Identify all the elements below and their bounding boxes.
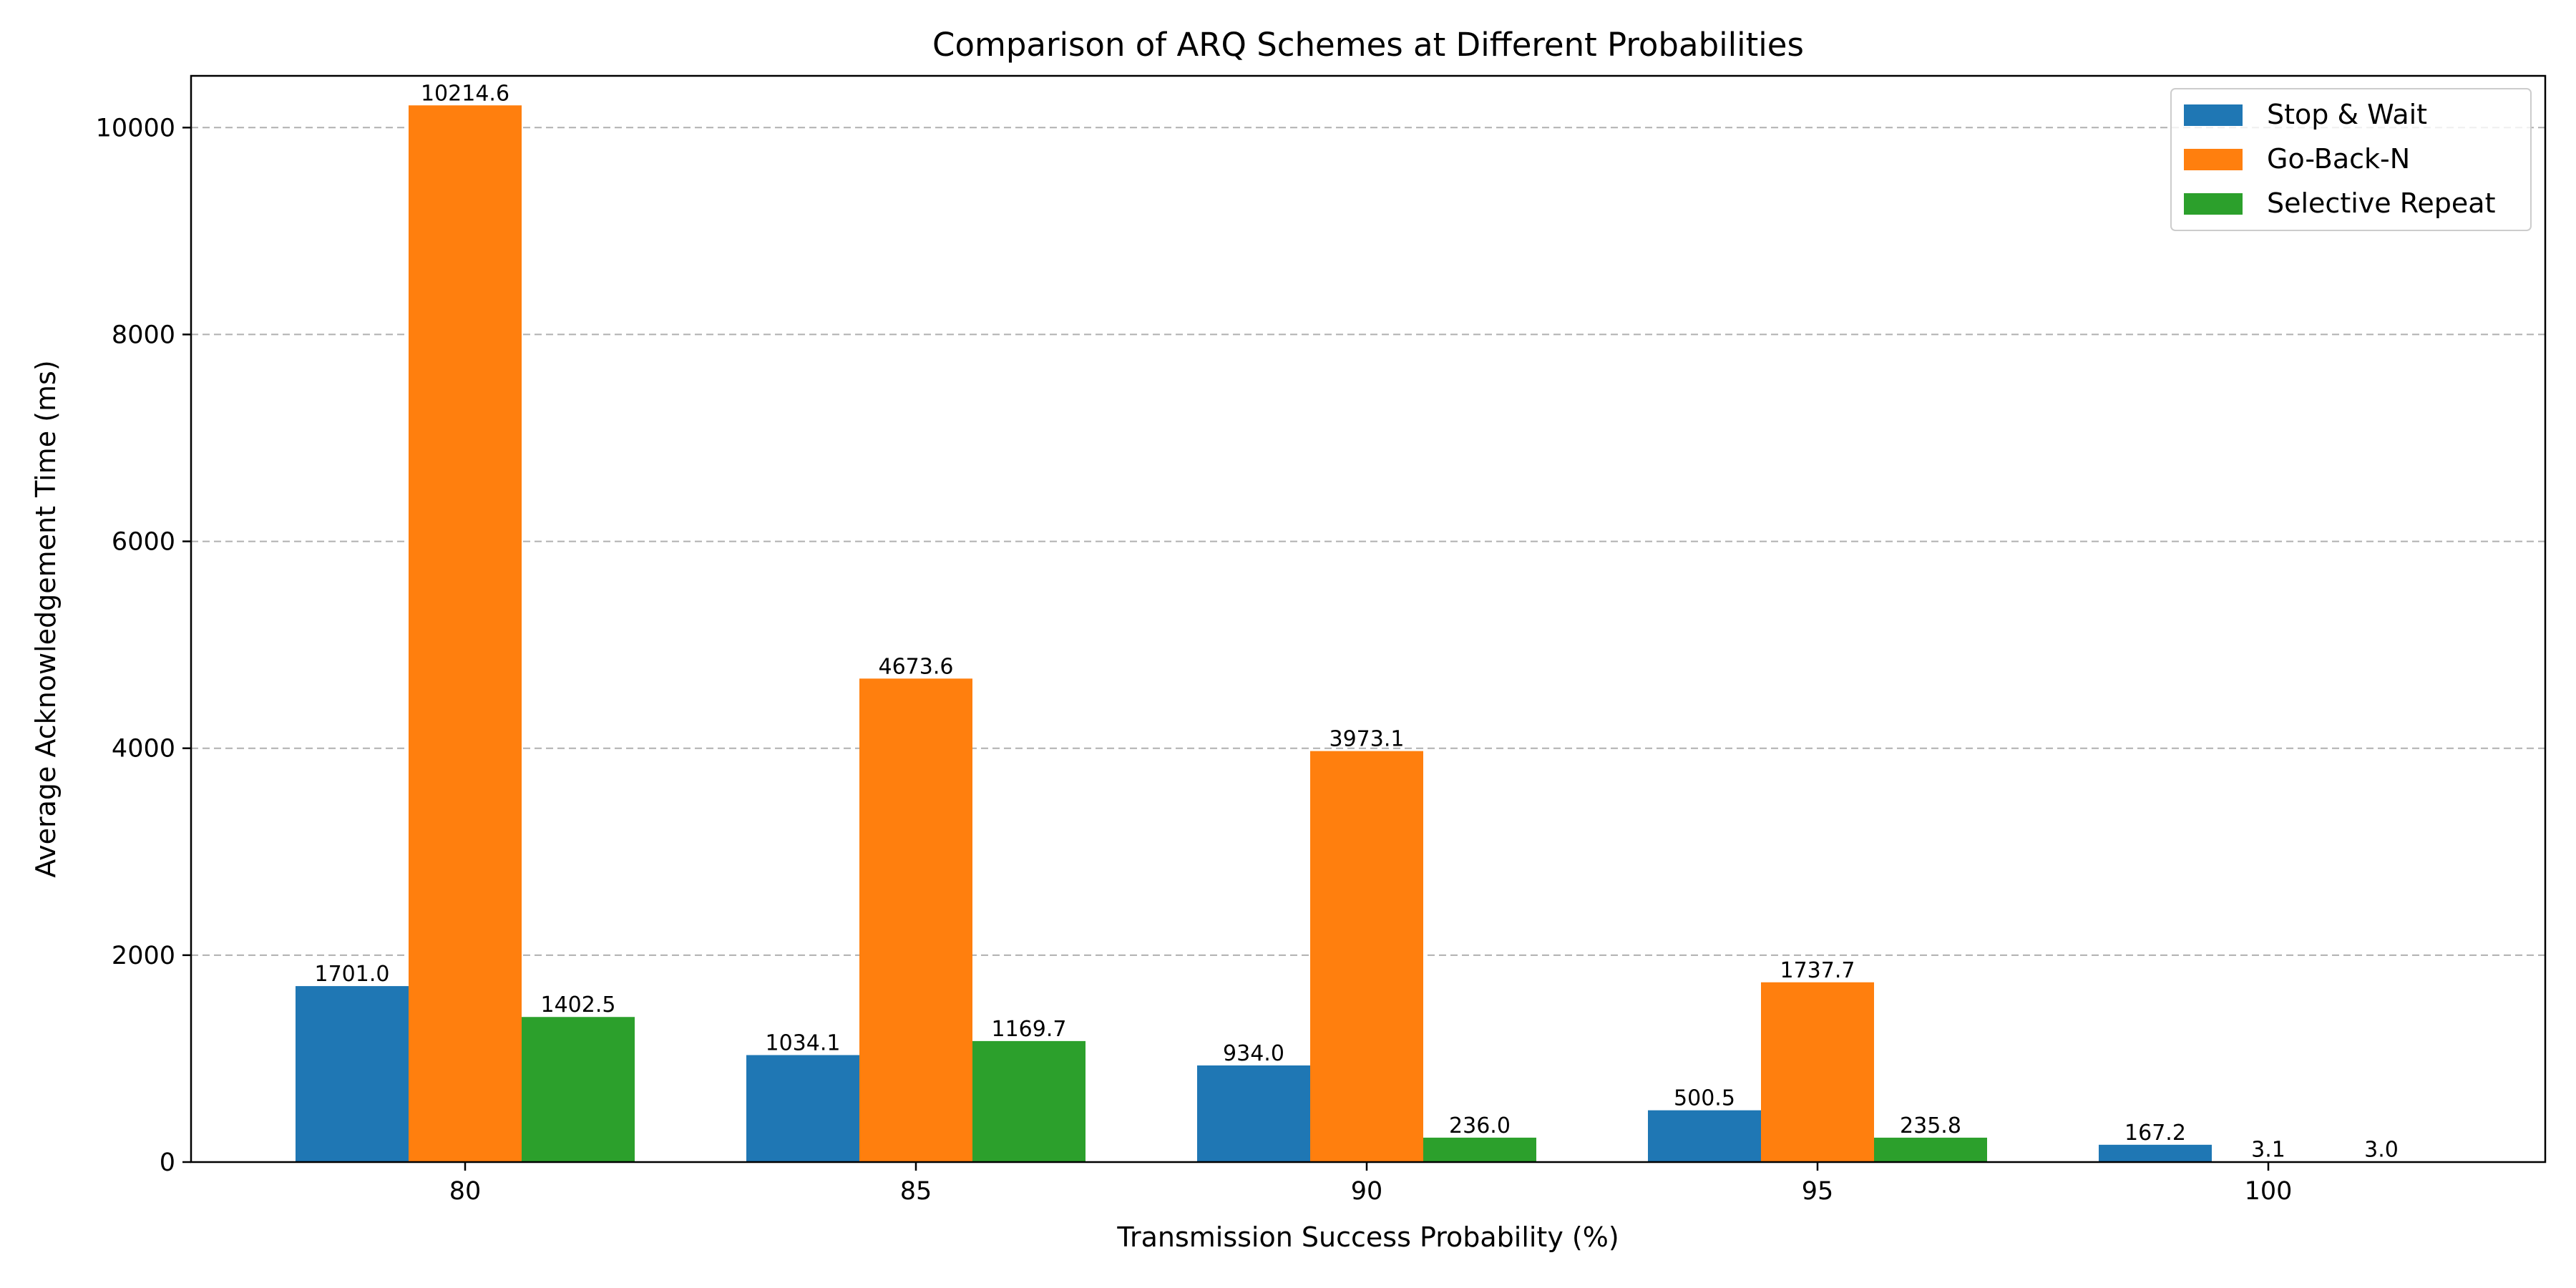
- x-tick-label: 90: [1351, 1177, 1383, 1206]
- y-tick-label: 2000: [112, 942, 175, 970]
- y-tick-label: 4000: [112, 735, 175, 763]
- legend: Stop & Wait Go-Back-N Selective Repeat: [2170, 88, 2532, 231]
- legend-swatch: [2184, 193, 2243, 215]
- bar: [296, 986, 409, 1162]
- bar-value-label: 1169.7: [992, 1017, 1067, 1042]
- bar: [1874, 1137, 1987, 1162]
- bar-value-label: 1737.7: [1780, 958, 1855, 983]
- gridlines: [191, 127, 2545, 956]
- bar-value-label: 167.2: [2124, 1121, 2186, 1146]
- bar-value-label: 1701.0: [315, 962, 390, 987]
- legend-swatch: [2184, 149, 2243, 170]
- bar-value-label: 3.0: [2364, 1138, 2399, 1163]
- x-tick-label: 100: [2245, 1177, 2293, 1206]
- bar: [972, 1040, 1085, 1162]
- x-axis-label: Transmission Success Probability (%): [1116, 1221, 1619, 1253]
- bar: [1761, 982, 1874, 1162]
- legend-label: Go-Back-N: [2267, 143, 2410, 175]
- x-tick-label: 85: [900, 1177, 932, 1206]
- y-tick-label: 0: [160, 1148, 175, 1177]
- bar-value-label: 235.8: [1900, 1113, 1961, 1138]
- legend-label: Stop & Wait: [2267, 99, 2427, 130]
- bar: [1423, 1137, 1536, 1162]
- bar-value-label: 4673.6: [879, 654, 954, 679]
- plot-frame: [190, 74, 2547, 1163]
- x-ticks: 80 85 90 95 100: [449, 1162, 2293, 1206]
- y-tick-label: 10000: [96, 114, 175, 142]
- bar-value-label: 1034.1: [766, 1030, 841, 1055]
- y-axis-label: Average Acknowledgement Time (ms): [30, 360, 62, 877]
- y-tick-label: 8000: [112, 321, 175, 349]
- bar: [2099, 1144, 2212, 1162]
- bar: [746, 1055, 859, 1162]
- bar-value-label: 500.5: [1674, 1086, 1735, 1111]
- legend-swatch: [2184, 104, 2243, 126]
- bars: [296, 105, 2438, 1162]
- y-tick-label: 6000: [112, 528, 175, 557]
- bar-value-label: 3.1: [2251, 1138, 2285, 1163]
- y-ticks: 0 2000 4000 6000 8000 10000: [96, 114, 191, 1177]
- legend-frame: [2170, 88, 2532, 231]
- bar-value-label: 3973.1: [1330, 727, 1405, 752]
- bar-value-label: 236.0: [1449, 1113, 1511, 1138]
- data-labels: 1701.0 10214.6 1402.5 1034.1 4673.6 1169.7 934…: [315, 81, 2399, 1162]
- bar-value-label: 1402.5: [541, 992, 616, 1018]
- legend-label: Selective Repeat: [2267, 187, 2496, 219]
- x-tick-label: 80: [449, 1177, 482, 1206]
- bar: [522, 1017, 635, 1162]
- bar: [1197, 1065, 1310, 1162]
- bar: [1648, 1110, 1761, 1162]
- bar: [409, 105, 522, 1162]
- bar-value-label: 934.0: [1223, 1041, 1284, 1066]
- chart-title: Comparison of ARQ Schemes at Different P…: [932, 26, 1804, 64]
- bar: [1310, 751, 1423, 1162]
- x-tick-label: 95: [1802, 1177, 1834, 1206]
- bar-value-label: 10214.6: [421, 81, 509, 106]
- bar: [859, 678, 972, 1162]
